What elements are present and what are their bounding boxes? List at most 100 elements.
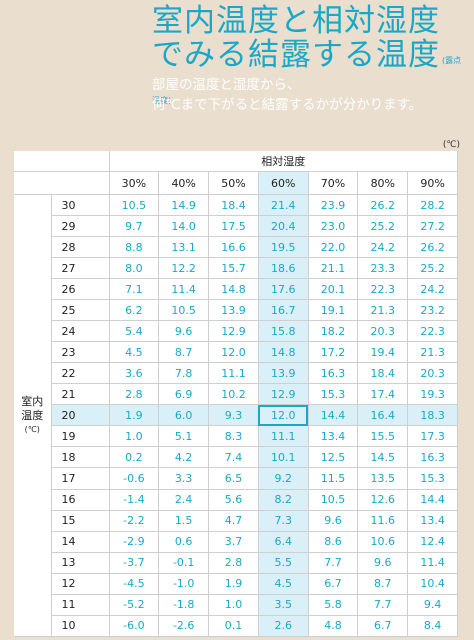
- dew-point-cell: 9.2: [258, 467, 309, 490]
- dew-point-cell: 22.3: [407, 320, 458, 343]
- dew-point-cell: 1.9: [208, 573, 259, 595]
- table-row: 12 -4.5 -1.0 1.9 4.5 6.7 8.7 10.4: [14, 573, 458, 595]
- dew-point-cell: 11.6: [357, 510, 409, 532]
- dew-point-cell: 12.0: [258, 404, 309, 427]
- room-temperature-cell: 18: [51, 446, 110, 469]
- title-line-2: でみる結露する温度: [152, 37, 440, 73]
- dew-point-cell: 24.2: [407, 278, 458, 301]
- table-row: 24 5.4 9.6 12.9 15.8 18.2 20.3 22.3: [14, 320, 458, 343]
- room-temperature-cell: 29: [51, 215, 110, 238]
- table-row: 22 3.6 7.8 11.1 13.9 16.3 18.4 20.3: [14, 362, 458, 385]
- dew-point-cell: 6.4: [258, 531, 309, 553]
- room-temperature-cell: 13: [51, 552, 110, 574]
- dew-point-cell: 19.5: [258, 236, 309, 259]
- dew-point-cell: 9.6: [308, 510, 359, 532]
- dew-point-cell: 23.9: [308, 194, 359, 217]
- dew-point-cell: 8.8: [109, 236, 160, 259]
- table-row: 28 8.8 13.1 16.6 19.5 22.0 24.2 26.2: [14, 236, 458, 259]
- dew-point-cell: 17.6: [258, 278, 309, 301]
- dew-point-cell: 1.0: [208, 594, 259, 616]
- dew-point-cell: 11.1: [208, 362, 259, 385]
- table-row: 19 1.0 5.1 8.3 11.1 13.4 15.5 17.3: [14, 425, 458, 448]
- dew-point-cell: 23.3: [357, 257, 409, 280]
- column-header: 30%: [109, 171, 160, 196]
- dew-point-cell: 10.1: [258, 446, 309, 469]
- dew-point-cell: 0.2: [109, 446, 160, 469]
- table-row: 14 -2.9 0.6 3.7 6.4 8.6 10.6 12.4: [14, 531, 458, 553]
- dew-point-cell: 19.3: [407, 383, 458, 406]
- dew-point-cell: 10.2: [208, 383, 259, 406]
- dew-point-cell: 6.2: [109, 299, 160, 322]
- dew-point-cell: 11.1: [258, 425, 309, 448]
- dew-point-cell: 6.7: [308, 573, 359, 595]
- column-header: 80%: [357, 171, 409, 196]
- room-temperature-cell: 21: [51, 383, 110, 406]
- room-temperature-cell: 27: [51, 257, 110, 280]
- dew-point-cell: 9.3: [208, 404, 259, 427]
- subtitle-line-2: 何℃まで下がると結露するかが分かります。: [152, 97, 423, 113]
- dew-point-cell: 12.0: [208, 341, 259, 364]
- dew-point-cell: -5.2: [109, 594, 160, 616]
- dew-point-cell: 2.8: [109, 383, 160, 406]
- dew-point-cell: -2.6: [158, 615, 210, 638]
- dew-point-cell: 25.2: [407, 257, 458, 280]
- dew-point-cell: 4.2: [158, 446, 210, 469]
- column-header: 40%: [158, 171, 210, 196]
- dew-point-cell: 5.1: [158, 425, 210, 448]
- dew-point-cell: 12.2: [158, 257, 210, 280]
- dew-point-cell: 18.6: [258, 257, 309, 280]
- column-header: 60%: [258, 171, 309, 196]
- dew-point-cell: 14.5: [357, 446, 409, 469]
- dew-point-cell: 23.2: [407, 299, 458, 322]
- room-temperature-cell: 19: [51, 425, 110, 448]
- dew-point-cell: 4.7: [208, 510, 259, 532]
- dew-point-cell: 16.3: [308, 362, 359, 385]
- table-row: 20 1.9 6.0 9.3 12.0 14.4 16.4 18.3: [14, 404, 458, 427]
- dew-point-cell: 2.6: [258, 615, 309, 638]
- dew-point-cell: 23.0: [308, 215, 359, 238]
- room-temperature-cell: 30: [51, 194, 110, 217]
- room-temperature-cell: 15: [51, 510, 110, 532]
- dew-point-cell: 7.4: [208, 446, 259, 469]
- dew-point-cell: 1.0: [109, 425, 160, 448]
- room-temperature-cell: 23: [51, 341, 110, 364]
- table-row: 21 2.8 6.9 10.2 12.9 15.3 17.4 19.3: [14, 383, 458, 406]
- dew-point-cell: 3.3: [158, 467, 210, 490]
- dew-point-cell: 16.6: [208, 236, 259, 259]
- dew-point-cell: 17.4: [357, 383, 409, 406]
- table-corner: [14, 151, 110, 173]
- dew-point-cell: 10.5: [109, 194, 160, 217]
- room-temperature-cell: 14: [51, 531, 110, 553]
- dew-point-cell: 8.7: [357, 573, 409, 595]
- dew-point-cell: 15.3: [407, 467, 458, 490]
- dew-point-cell: 9.6: [158, 320, 210, 343]
- dew-point-cell: 10.4: [407, 573, 458, 595]
- page-title: 室内温度と相対湿度 でみる結露する温度 (露点温度): [152, 4, 468, 118]
- dew-point-cell: 28.2: [407, 194, 458, 217]
- dew-point-cell: 8.4: [407, 615, 458, 638]
- dew-point-cell: 16.3: [407, 446, 458, 469]
- column-header: 50%: [208, 171, 259, 196]
- dew-point-cell: 20.3: [407, 362, 458, 385]
- dew-point-cell: 21.4: [258, 194, 309, 217]
- dew-point-cell: 20.4: [258, 215, 309, 238]
- dew-point-cell: 22.0: [308, 236, 359, 259]
- dew-point-cell: 27.2: [407, 215, 458, 238]
- table-row: 25 6.2 10.5 13.9 16.7 19.1 21.3 23.2: [14, 299, 458, 322]
- dew-point-cell: 7.8: [158, 362, 210, 385]
- dew-point-cell: -2.2: [109, 510, 160, 532]
- room-temperature-cell: 12: [51, 573, 110, 595]
- column-header: 70%: [308, 171, 359, 196]
- dew-point-cell: 13.4: [308, 425, 359, 448]
- dew-point-cell: 12.6: [357, 489, 409, 511]
- dew-point-cell: 15.3: [308, 383, 359, 406]
- dew-point-cell: -2.9: [109, 531, 160, 553]
- dew-point-cell: 3.5: [258, 594, 309, 616]
- table-row: 室内温度 (℃) 30 10.5 14.9 18.4 21.4 23.9 26.2 28.2: [14, 194, 458, 637]
- dew-point-table: 相対湿度 30% 40% 50% 60% 70% 80% 90% 室内温度 (℃) 30 10.5…: [14, 151, 458, 638]
- dew-point-cell: 16.4: [357, 404, 409, 427]
- dew-point-cell: 17.3: [407, 425, 458, 448]
- dew-point-cell: 13.1: [158, 236, 210, 259]
- dew-point-cell: -1.0: [158, 573, 210, 595]
- dew-point-cell: 9.6: [357, 552, 409, 574]
